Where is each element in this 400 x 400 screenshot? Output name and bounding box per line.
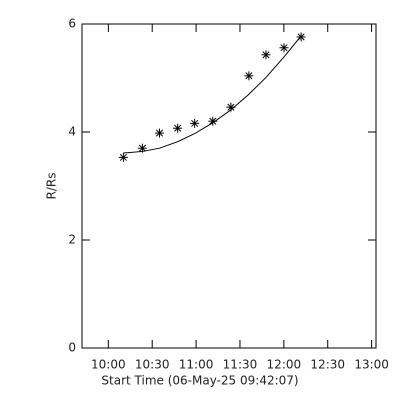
x-tick-label: 12:00 (267, 358, 302, 372)
asterisk-stroke (138, 144, 146, 152)
y-axis-label: R/Rs (45, 173, 59, 200)
asterisk-stroke (209, 117, 217, 125)
x-tick-label: 13:00 (354, 358, 389, 372)
data-point (190, 118, 200, 128)
y-tick-label: 2 (68, 233, 76, 247)
asterisk-stroke (227, 103, 235, 111)
y-tick-label: 4 (68, 125, 76, 139)
x-tick-label: 10:30 (135, 358, 170, 372)
asterisk-stroke (191, 119, 199, 127)
data-point (296, 32, 306, 42)
data-point (244, 71, 254, 81)
y-tick-label: 0 (68, 341, 76, 355)
data-point (118, 152, 128, 162)
data-point (261, 50, 271, 60)
plot-frame (81, 23, 377, 349)
asterisk-stroke (280, 44, 288, 52)
x-axis-label: Start Time (06-May-25 09:42:07) (101, 374, 298, 388)
data-point (173, 123, 183, 133)
y-tick-label: 6 (68, 17, 76, 31)
asterisk-stroke (174, 124, 182, 132)
asterisk-stroke (119, 153, 127, 161)
x-tick-label: 10:00 (91, 358, 126, 372)
data-point (155, 128, 165, 138)
fit-line (123, 35, 302, 154)
x-tick-label: 12:30 (310, 358, 345, 372)
asterisk-stroke (245, 72, 253, 80)
x-tick-label: 11:30 (223, 358, 258, 372)
asterisk-stroke (155, 129, 164, 137)
x-tick-label: 11:00 (179, 358, 214, 372)
data-point (279, 43, 289, 53)
asterisk-stroke (262, 51, 270, 59)
